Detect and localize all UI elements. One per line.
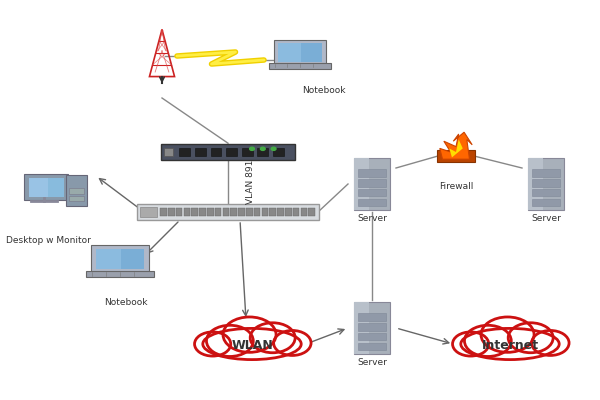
FancyBboxPatch shape bbox=[532, 169, 560, 177]
FancyBboxPatch shape bbox=[358, 333, 386, 340]
FancyBboxPatch shape bbox=[226, 148, 237, 156]
FancyBboxPatch shape bbox=[528, 158, 564, 210]
FancyBboxPatch shape bbox=[184, 208, 190, 216]
FancyBboxPatch shape bbox=[278, 44, 301, 62]
FancyBboxPatch shape bbox=[358, 169, 386, 177]
FancyBboxPatch shape bbox=[238, 208, 245, 216]
Text: Desktop w Monitor: Desktop w Monitor bbox=[5, 236, 91, 245]
FancyBboxPatch shape bbox=[358, 323, 386, 330]
Circle shape bbox=[194, 332, 231, 356]
FancyBboxPatch shape bbox=[532, 179, 560, 186]
Circle shape bbox=[481, 317, 534, 352]
FancyBboxPatch shape bbox=[257, 148, 268, 156]
FancyBboxPatch shape bbox=[215, 208, 221, 216]
Text: Internet: Internet bbox=[481, 338, 539, 352]
FancyBboxPatch shape bbox=[69, 196, 84, 201]
FancyBboxPatch shape bbox=[230, 208, 237, 216]
Text: WLAN: WLAN bbox=[231, 338, 273, 352]
FancyBboxPatch shape bbox=[262, 208, 268, 216]
FancyBboxPatch shape bbox=[96, 250, 144, 270]
Polygon shape bbox=[440, 132, 472, 159]
Ellipse shape bbox=[203, 328, 301, 360]
Text: Notebook: Notebook bbox=[104, 298, 148, 307]
Circle shape bbox=[271, 147, 276, 150]
FancyBboxPatch shape bbox=[29, 178, 47, 197]
Text: VLAN 891: VLAN 891 bbox=[246, 160, 255, 204]
Circle shape bbox=[452, 332, 489, 356]
FancyBboxPatch shape bbox=[358, 199, 386, 206]
FancyBboxPatch shape bbox=[168, 208, 175, 216]
FancyBboxPatch shape bbox=[195, 148, 206, 156]
FancyBboxPatch shape bbox=[437, 150, 475, 162]
FancyBboxPatch shape bbox=[191, 208, 198, 216]
FancyBboxPatch shape bbox=[354, 158, 390, 210]
FancyBboxPatch shape bbox=[179, 148, 190, 156]
FancyBboxPatch shape bbox=[25, 174, 68, 200]
FancyBboxPatch shape bbox=[358, 343, 386, 350]
FancyBboxPatch shape bbox=[176, 208, 182, 216]
FancyBboxPatch shape bbox=[274, 40, 326, 64]
Polygon shape bbox=[449, 140, 463, 157]
FancyBboxPatch shape bbox=[96, 250, 121, 270]
Circle shape bbox=[260, 147, 265, 150]
FancyBboxPatch shape bbox=[29, 178, 64, 197]
FancyBboxPatch shape bbox=[278, 44, 322, 62]
FancyBboxPatch shape bbox=[308, 208, 315, 216]
FancyBboxPatch shape bbox=[246, 208, 253, 216]
FancyBboxPatch shape bbox=[211, 148, 221, 156]
FancyBboxPatch shape bbox=[532, 199, 560, 206]
FancyBboxPatch shape bbox=[69, 188, 84, 194]
Circle shape bbox=[464, 325, 511, 356]
FancyBboxPatch shape bbox=[354, 158, 369, 210]
FancyBboxPatch shape bbox=[223, 208, 229, 216]
Circle shape bbox=[532, 330, 569, 356]
FancyBboxPatch shape bbox=[277, 208, 284, 216]
FancyBboxPatch shape bbox=[207, 208, 214, 216]
FancyBboxPatch shape bbox=[358, 189, 386, 196]
Text: Server: Server bbox=[357, 214, 387, 223]
Circle shape bbox=[274, 330, 311, 356]
FancyBboxPatch shape bbox=[532, 189, 560, 196]
FancyBboxPatch shape bbox=[285, 208, 292, 216]
FancyBboxPatch shape bbox=[273, 148, 284, 156]
FancyBboxPatch shape bbox=[140, 207, 157, 217]
FancyBboxPatch shape bbox=[358, 179, 386, 186]
FancyBboxPatch shape bbox=[161, 144, 295, 160]
FancyBboxPatch shape bbox=[269, 208, 276, 216]
FancyBboxPatch shape bbox=[91, 245, 149, 272]
FancyBboxPatch shape bbox=[293, 208, 299, 216]
FancyBboxPatch shape bbox=[66, 175, 88, 206]
Circle shape bbox=[250, 323, 295, 353]
FancyBboxPatch shape bbox=[254, 208, 260, 216]
FancyBboxPatch shape bbox=[137, 204, 319, 220]
FancyBboxPatch shape bbox=[528, 158, 543, 210]
Circle shape bbox=[250, 147, 254, 150]
Circle shape bbox=[508, 323, 553, 353]
Text: Server: Server bbox=[531, 214, 561, 223]
FancyBboxPatch shape bbox=[301, 208, 307, 216]
FancyBboxPatch shape bbox=[164, 148, 173, 156]
FancyBboxPatch shape bbox=[354, 302, 390, 354]
Circle shape bbox=[206, 325, 253, 356]
Text: Firewall: Firewall bbox=[439, 182, 473, 191]
FancyBboxPatch shape bbox=[160, 208, 167, 216]
FancyBboxPatch shape bbox=[86, 271, 154, 277]
Text: Notebook: Notebook bbox=[302, 86, 346, 95]
FancyBboxPatch shape bbox=[269, 63, 331, 69]
FancyBboxPatch shape bbox=[199, 208, 206, 216]
Ellipse shape bbox=[461, 328, 559, 360]
FancyBboxPatch shape bbox=[242, 148, 253, 156]
Text: Server: Server bbox=[357, 358, 387, 367]
Circle shape bbox=[223, 317, 276, 352]
FancyBboxPatch shape bbox=[354, 302, 369, 354]
FancyBboxPatch shape bbox=[358, 313, 386, 321]
